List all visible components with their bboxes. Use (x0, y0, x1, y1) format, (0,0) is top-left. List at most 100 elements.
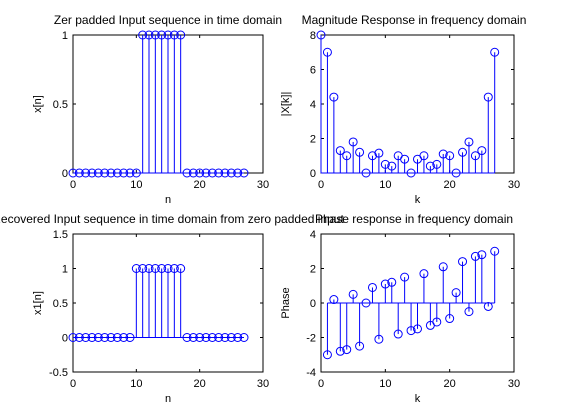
stem-marker (470, 251, 480, 261)
x-axis-label: k (415, 393, 421, 405)
stem-marker (380, 159, 390, 169)
stem-marker (144, 30, 154, 40)
x-tick-label: 10 (379, 179, 391, 191)
stem-marker (87, 333, 97, 342)
magnitude-plot: 0 10 20 30 0 2 4 6 8 k |X[k]| Magnitude Response in… (280, 13, 526, 206)
stem-marker (400, 272, 410, 282)
y-axis-label: x[n] (32, 95, 44, 113)
x-tick-label: 0 (70, 378, 76, 390)
stem-marker (182, 333, 192, 342)
y-tick-label: 0 (310, 168, 316, 180)
stem-marker (458, 147, 468, 157)
stem-marker (464, 137, 474, 147)
stem-marker (112, 333, 122, 342)
stem-marker (207, 168, 217, 178)
stem-marker (419, 151, 429, 161)
stem-marker (445, 314, 455, 324)
stem-marker (106, 333, 116, 342)
stem-marker (81, 333, 91, 342)
y-tick-label: 8 (310, 30, 316, 42)
stem-marker (169, 30, 179, 40)
stem-marker (220, 168, 230, 178)
stem-marker (470, 151, 480, 161)
stem-marker (451, 288, 461, 298)
x-tick-label: 0 (318, 378, 324, 390)
stem-marker (413, 324, 422, 334)
input-plot: 0 10 20 30 0 0.5 1 n x[n] Zer padded Input sequen… (32, 13, 282, 206)
stem-marker (387, 161, 397, 171)
stem-marker (367, 282, 377, 292)
stem-marker (74, 168, 84, 178)
stem-marker (125, 333, 135, 342)
y-tick-label: 0 (310, 298, 316, 310)
stem-marker (374, 148, 384, 158)
x-tick-label: 20 (194, 179, 206, 191)
y-tick-label: -2 (306, 333, 316, 345)
stem-marker (119, 333, 129, 342)
stem-marker (451, 168, 461, 178)
stem-marker (458, 257, 468, 267)
stem-marker (138, 30, 148, 40)
stem-marker (93, 168, 103, 178)
stem-marker (335, 346, 345, 356)
stem-marker (406, 326, 416, 336)
stem-marker (176, 264, 186, 273)
stem-marker (195, 168, 205, 178)
y-tick-label: 1 (62, 264, 68, 276)
stem-marker (348, 289, 358, 299)
stem-marker (106, 168, 116, 178)
stem-marker (342, 345, 352, 355)
x-tick-label: 10 (379, 378, 391, 390)
chart-title: Recovered Input sequence in time domain … (0, 212, 344, 226)
stem-marker (233, 168, 243, 178)
stem-marker (393, 329, 403, 339)
stem-marker (438, 262, 448, 272)
stem-marker (380, 279, 390, 289)
stem-marker (100, 168, 110, 178)
stem-marker (432, 317, 442, 327)
y-tick-label: -4 (306, 367, 316, 379)
stem-marker (329, 92, 339, 102)
stem-marker (226, 168, 236, 178)
stem-marker (144, 264, 154, 273)
stem-marker (163, 30, 173, 40)
stem-marker (387, 277, 397, 287)
stem-marker (374, 334, 384, 344)
stem-marker (483, 301, 493, 311)
stem-marker (131, 264, 141, 273)
stem-marker (157, 30, 167, 40)
y-tick-label: 0 (62, 333, 68, 345)
y-tick-label: 6 (310, 65, 316, 77)
stem-marker (361, 298, 371, 308)
stem-marker (93, 333, 103, 342)
stem-marker (355, 341, 365, 351)
y-tick-label: 1 (62, 30, 68, 42)
stem-marker (438, 149, 448, 159)
stem-marker (131, 168, 141, 178)
stem-marker (367, 151, 377, 161)
y-tick-label: 1.5 (53, 229, 68, 241)
stem-marker (490, 47, 500, 57)
phase-plot: 0 10 20 30 -4 -2 0 2 4 k Phase Phase response in fr… (280, 212, 520, 405)
stem-marker (361, 168, 371, 178)
stem-marker (125, 168, 135, 178)
stem-marker (342, 151, 352, 161)
y-axis-label: |X[k]| (280, 92, 292, 117)
stem-marker (335, 146, 345, 156)
x-tick-label: 30 (508, 179, 520, 191)
stem-marker (138, 264, 148, 273)
y-axis-label: Phase (280, 287, 292, 318)
stem-marker (464, 307, 474, 317)
stem-marker (316, 30, 326, 40)
stem-marker (425, 161, 435, 171)
chart-title: Phase response in frequency domain (315, 212, 513, 226)
stem-marker (201, 333, 211, 342)
stem-marker (355, 147, 365, 157)
stem-marker (406, 168, 416, 178)
stem-marker (150, 30, 160, 40)
stem-marker (163, 264, 173, 273)
stem-marker (188, 333, 198, 342)
stem-marker (119, 168, 129, 178)
stem-marker (87, 168, 97, 178)
